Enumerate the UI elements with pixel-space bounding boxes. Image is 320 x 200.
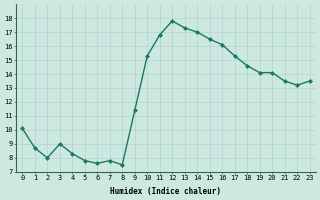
- X-axis label: Humidex (Indice chaleur): Humidex (Indice chaleur): [110, 187, 221, 196]
